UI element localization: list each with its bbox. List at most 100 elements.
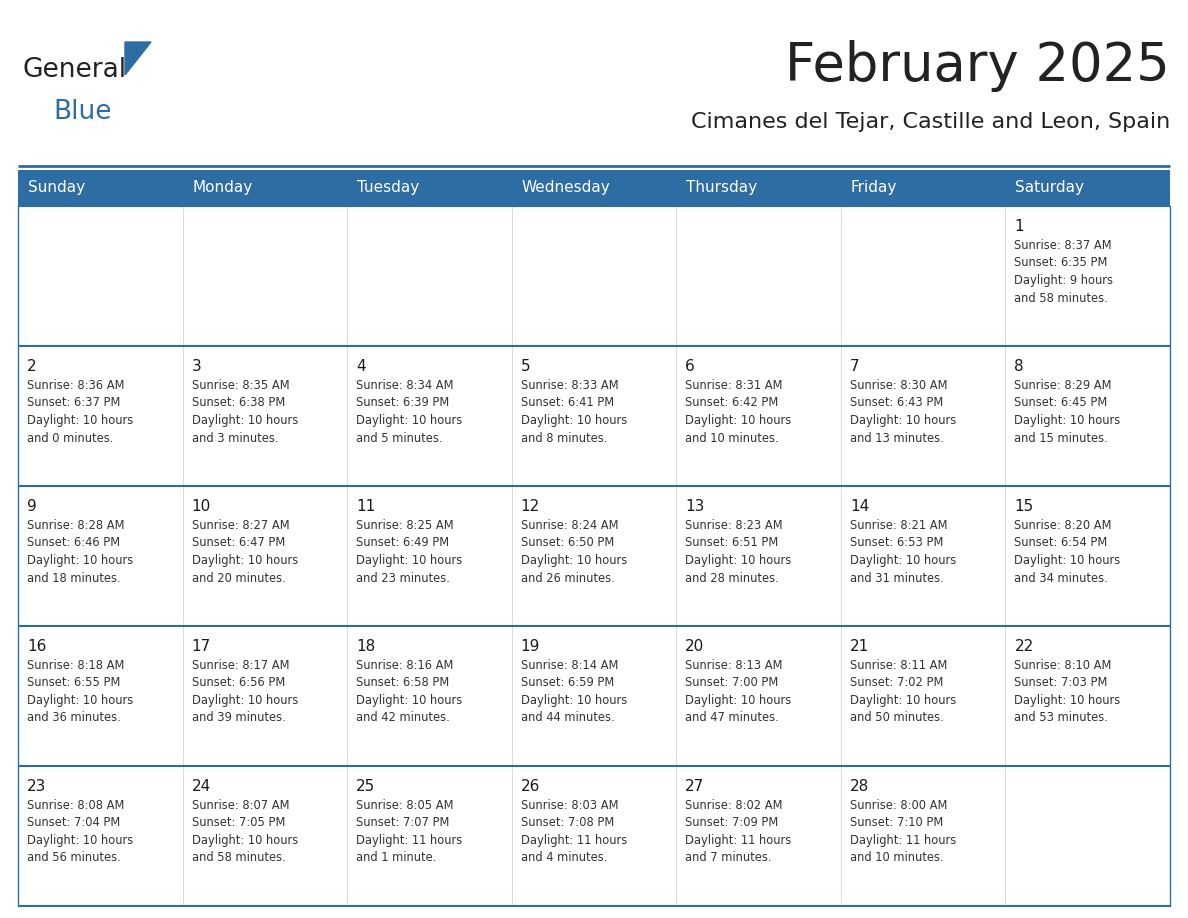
Bar <box>841 346 1005 486</box>
Text: Sunset: 6:42 PM: Sunset: 6:42 PM <box>685 397 778 409</box>
Text: and 58 minutes.: and 58 minutes. <box>191 852 285 865</box>
Text: Sunrise: 8:23 AM: Sunrise: 8:23 AM <box>685 519 783 532</box>
Text: Sunrise: 8:34 AM: Sunrise: 8:34 AM <box>356 379 454 392</box>
Text: and 31 minutes.: and 31 minutes. <box>849 572 943 585</box>
Text: Sunset: 7:00 PM: Sunset: 7:00 PM <box>685 677 778 689</box>
Text: 11: 11 <box>356 499 375 514</box>
Text: Sunrise: 8:05 AM: Sunrise: 8:05 AM <box>356 799 454 812</box>
Text: Daylight: 10 hours: Daylight: 10 hours <box>849 554 956 567</box>
Text: and 5 minutes.: and 5 minutes. <box>356 431 443 444</box>
Text: Saturday: Saturday <box>1016 181 1085 196</box>
Text: Sunrise: 8:13 AM: Sunrise: 8:13 AM <box>685 659 783 672</box>
Text: and 42 minutes.: and 42 minutes. <box>356 711 450 724</box>
Bar <box>18 486 183 626</box>
Text: Sunset: 6:45 PM: Sunset: 6:45 PM <box>1015 397 1107 409</box>
Bar <box>1005 626 1170 766</box>
Text: Sunset: 6:46 PM: Sunset: 6:46 PM <box>27 536 120 550</box>
Text: Sunset: 6:50 PM: Sunset: 6:50 PM <box>520 536 614 550</box>
Text: Daylight: 10 hours: Daylight: 10 hours <box>191 694 298 707</box>
Text: Sunrise: 8:17 AM: Sunrise: 8:17 AM <box>191 659 289 672</box>
Text: 13: 13 <box>685 499 704 514</box>
Bar <box>676 626 841 766</box>
Text: Sunset: 6:49 PM: Sunset: 6:49 PM <box>356 536 449 550</box>
Text: and 8 minutes.: and 8 minutes. <box>520 431 607 444</box>
Text: Sunrise: 8:02 AM: Sunrise: 8:02 AM <box>685 799 783 812</box>
Text: Sunset: 6:59 PM: Sunset: 6:59 PM <box>520 677 614 689</box>
Text: 22: 22 <box>1015 639 1034 654</box>
Bar <box>347 766 512 906</box>
Text: Sunset: 6:53 PM: Sunset: 6:53 PM <box>849 536 943 550</box>
Bar <box>18 346 183 486</box>
Text: Thursday: Thursday <box>687 181 758 196</box>
Text: Sunrise: 8:25 AM: Sunrise: 8:25 AM <box>356 519 454 532</box>
Text: and 56 minutes.: and 56 minutes. <box>27 852 121 865</box>
Text: Sunset: 6:43 PM: Sunset: 6:43 PM <box>849 397 943 409</box>
Bar <box>841 626 1005 766</box>
Bar <box>676 206 841 346</box>
Text: 4: 4 <box>356 359 366 374</box>
Text: Monday: Monday <box>192 181 253 196</box>
Text: 24: 24 <box>191 779 210 794</box>
Text: Sunrise: 8:31 AM: Sunrise: 8:31 AM <box>685 379 783 392</box>
Bar <box>18 170 183 206</box>
Text: Sunset: 7:10 PM: Sunset: 7:10 PM <box>849 816 943 830</box>
Text: Daylight: 10 hours: Daylight: 10 hours <box>849 414 956 427</box>
Text: General: General <box>23 57 127 83</box>
Text: and 39 minutes.: and 39 minutes. <box>191 711 285 724</box>
Text: and 10 minutes.: and 10 minutes. <box>849 852 943 865</box>
Text: 6: 6 <box>685 359 695 374</box>
Text: Sunrise: 8:00 AM: Sunrise: 8:00 AM <box>849 799 947 812</box>
Text: Sunrise: 8:28 AM: Sunrise: 8:28 AM <box>27 519 125 532</box>
Bar <box>183 170 347 206</box>
Bar <box>183 206 347 346</box>
Text: Sunset: 7:08 PM: Sunset: 7:08 PM <box>520 816 614 830</box>
Text: Sunrise: 8:29 AM: Sunrise: 8:29 AM <box>1015 379 1112 392</box>
Text: Friday: Friday <box>851 181 897 196</box>
Bar <box>347 626 512 766</box>
Text: 7: 7 <box>849 359 859 374</box>
Text: Sunset: 7:02 PM: Sunset: 7:02 PM <box>849 677 943 689</box>
Text: Sunrise: 8:10 AM: Sunrise: 8:10 AM <box>1015 659 1112 672</box>
Bar <box>676 170 841 206</box>
Text: Daylight: 10 hours: Daylight: 10 hours <box>849 694 956 707</box>
Text: 9: 9 <box>27 499 37 514</box>
Bar <box>841 170 1005 206</box>
Text: Sunrise: 8:08 AM: Sunrise: 8:08 AM <box>27 799 125 812</box>
Bar <box>512 346 676 486</box>
Text: 17: 17 <box>191 639 210 654</box>
Bar <box>512 766 676 906</box>
Text: Sunset: 7:03 PM: Sunset: 7:03 PM <box>1015 677 1107 689</box>
Text: Daylight: 10 hours: Daylight: 10 hours <box>27 414 133 427</box>
Bar <box>183 766 347 906</box>
Text: 14: 14 <box>849 499 870 514</box>
Text: Sunrise: 8:30 AM: Sunrise: 8:30 AM <box>849 379 947 392</box>
Text: Sunrise: 8:18 AM: Sunrise: 8:18 AM <box>27 659 125 672</box>
Text: Sunset: 7:09 PM: Sunset: 7:09 PM <box>685 816 778 830</box>
Text: Daylight: 10 hours: Daylight: 10 hours <box>685 414 791 427</box>
Text: and 23 minutes.: and 23 minutes. <box>356 572 450 585</box>
Text: and 18 minutes.: and 18 minutes. <box>27 572 121 585</box>
Text: Daylight: 11 hours: Daylight: 11 hours <box>520 834 627 847</box>
Text: 20: 20 <box>685 639 704 654</box>
Text: Daylight: 10 hours: Daylight: 10 hours <box>1015 414 1120 427</box>
Text: Daylight: 10 hours: Daylight: 10 hours <box>27 554 133 567</box>
Text: Blue: Blue <box>53 99 112 125</box>
Text: and 34 minutes.: and 34 minutes. <box>1015 572 1108 585</box>
Text: Daylight: 10 hours: Daylight: 10 hours <box>27 694 133 707</box>
Text: Sunrise: 8:33 AM: Sunrise: 8:33 AM <box>520 379 618 392</box>
Text: Sunset: 7:04 PM: Sunset: 7:04 PM <box>27 816 120 830</box>
Text: Sunset: 6:38 PM: Sunset: 6:38 PM <box>191 397 285 409</box>
Text: 27: 27 <box>685 779 704 794</box>
Text: Sunday: Sunday <box>29 181 86 196</box>
Bar <box>512 626 676 766</box>
Text: 2: 2 <box>27 359 37 374</box>
Text: Sunrise: 8:20 AM: Sunrise: 8:20 AM <box>1015 519 1112 532</box>
Bar <box>183 626 347 766</box>
Text: Sunrise: 8:11 AM: Sunrise: 8:11 AM <box>849 659 947 672</box>
Text: 3: 3 <box>191 359 201 374</box>
Bar <box>1005 206 1170 346</box>
Text: Sunrise: 8:36 AM: Sunrise: 8:36 AM <box>27 379 125 392</box>
Text: 26: 26 <box>520 779 541 794</box>
Text: and 3 minutes.: and 3 minutes. <box>191 431 278 444</box>
Bar <box>18 766 183 906</box>
